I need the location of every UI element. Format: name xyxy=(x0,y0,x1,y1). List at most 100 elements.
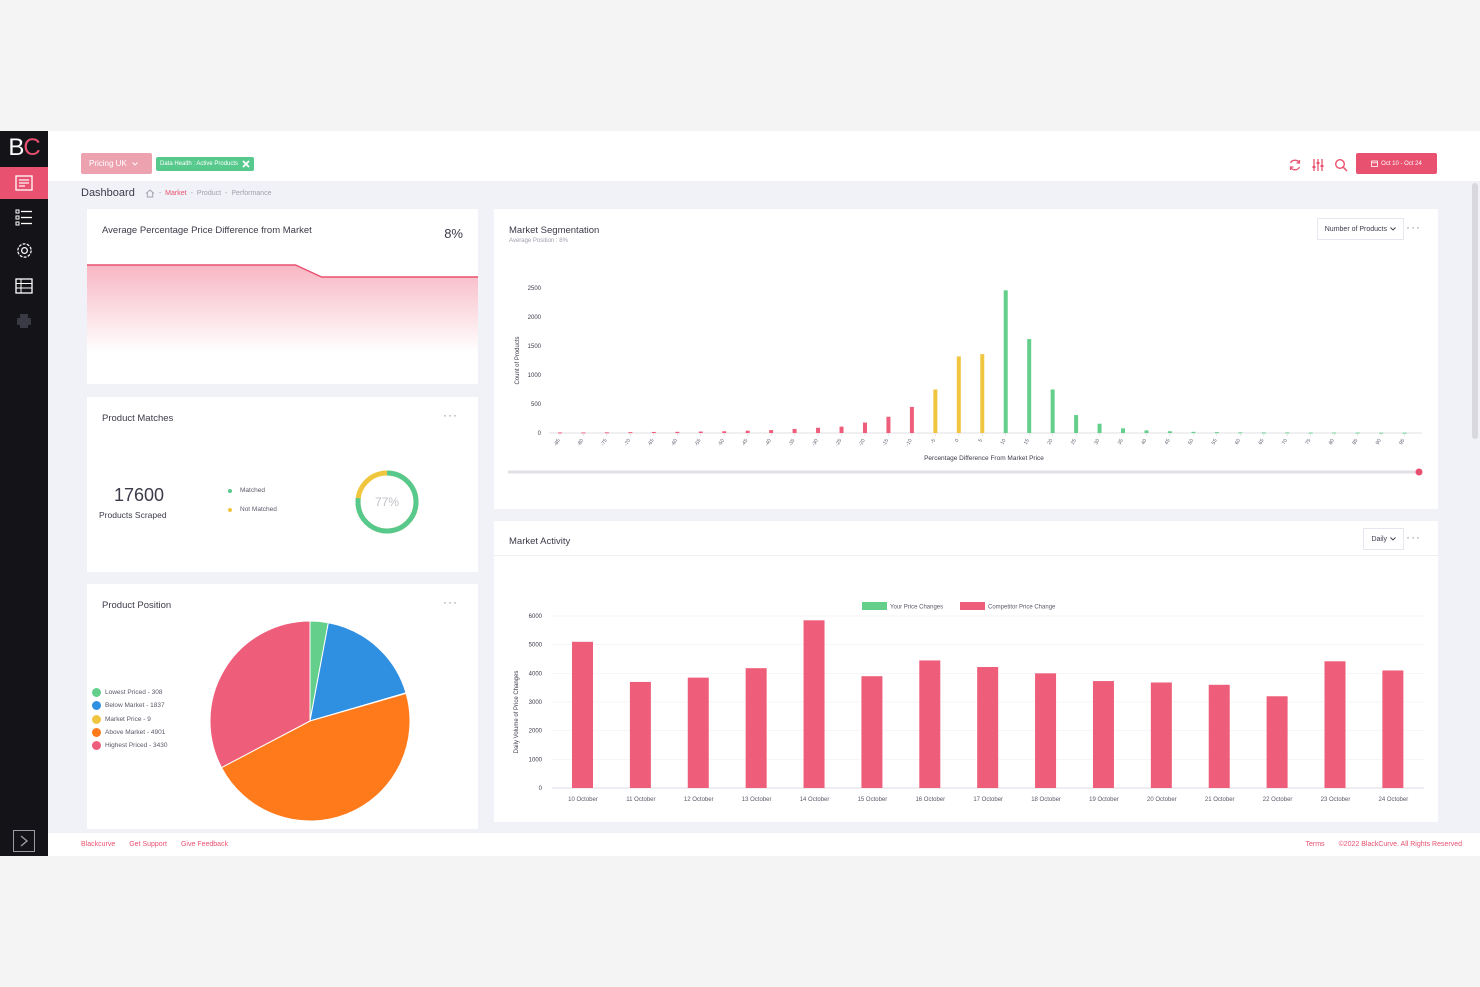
act-bar[interactable] xyxy=(745,668,767,788)
footer-link-blackcurve[interactable]: Blackcurve xyxy=(81,841,116,848)
seg-bar[interactable] xyxy=(980,354,985,433)
act-bar[interactable] xyxy=(1266,696,1288,788)
sidebar-item-table[interactable] xyxy=(0,270,48,302)
table-icon xyxy=(15,278,33,294)
footer-link-terms[interactable]: Terms xyxy=(1305,841,1325,848)
seg-y-tick: 500 xyxy=(531,402,542,408)
activity-dropdown-label: Daily xyxy=(1371,535,1387,543)
seg-bar[interactable] xyxy=(769,430,774,433)
search-icon[interactable] xyxy=(1334,158,1348,172)
breadcrumb-performance[interactable]: Performance xyxy=(231,189,272,197)
act-x-tick: 20 October xyxy=(1147,797,1177,803)
seg-bar[interactable] xyxy=(1214,432,1219,434)
seg-bar[interactable] xyxy=(1261,432,1266,434)
pricing-selector[interactable]: Pricing UK xyxy=(81,153,152,174)
footer-link-support[interactable]: Get Support xyxy=(129,841,167,848)
pie-slice[interactable] xyxy=(209,620,311,769)
segmentation-metric-dropdown[interactable]: Number of Products xyxy=(1316,218,1404,240)
seg-bar[interactable] xyxy=(792,428,797,433)
pie-slice[interactable] xyxy=(309,622,407,722)
act-legend-swatch-competitor[interactable] xyxy=(960,602,985,610)
act-x-tick: 19 October xyxy=(1089,797,1119,803)
seg-bar[interactable] xyxy=(1097,423,1102,433)
seg-bar[interactable] xyxy=(1074,415,1079,433)
footer: Blackcurve Get Support Give Feedback Ter… xyxy=(48,833,1480,856)
sidebar-item-list[interactable] xyxy=(0,201,48,233)
sidebar-item-dashboard[interactable] xyxy=(0,167,48,199)
seg-bar[interactable] xyxy=(1027,339,1032,433)
act-bar[interactable] xyxy=(803,620,825,788)
seg-bar[interactable] xyxy=(839,426,844,433)
seg-bar[interactable] xyxy=(1191,431,1196,433)
seg-bar[interactable] xyxy=(698,431,703,433)
segmentation-menu-button[interactable]: ··· xyxy=(1406,220,1421,234)
act-bar[interactable] xyxy=(1150,682,1172,788)
act-bar[interactable] xyxy=(1092,681,1114,788)
breadcrumb-market[interactable]: Market xyxy=(165,189,187,197)
seg-bar[interactable] xyxy=(1121,428,1126,433)
seg-bar[interactable] xyxy=(933,389,938,434)
act-bar[interactable] xyxy=(1324,661,1346,788)
seg-bar[interactable] xyxy=(886,416,891,433)
act-bar[interactable] xyxy=(1035,673,1057,788)
breadcrumb-product[interactable]: Product xyxy=(196,189,222,197)
pie-slice[interactable] xyxy=(220,692,411,822)
seg-bar[interactable] xyxy=(628,432,633,434)
seg-bar[interactable] xyxy=(1144,430,1149,433)
seg-bar[interactable] xyxy=(956,356,961,433)
products-scraped-count: 17600 xyxy=(114,485,165,505)
seg-bar[interactable] xyxy=(745,430,750,433)
act-bar[interactable] xyxy=(977,667,999,788)
sidebar-item-settings[interactable] xyxy=(0,234,48,266)
pie-legend-item[interactable]: Below Market - 1837 xyxy=(92,701,165,711)
act-bar[interactable] xyxy=(629,681,651,788)
seg-bar[interactable] xyxy=(604,432,609,434)
act-bar[interactable] xyxy=(1208,684,1230,788)
pie-legend-item[interactable]: Above Market - 4901 xyxy=(92,727,166,737)
act-bar[interactable] xyxy=(572,641,593,788)
seg-bar[interactable] xyxy=(722,431,727,433)
seg-bar[interactable] xyxy=(675,431,680,433)
seg-bar[interactable] xyxy=(1003,290,1008,433)
act-bar[interactable] xyxy=(861,676,883,788)
act-y-tick: 5000 xyxy=(529,643,543,649)
seg-bar[interactable] xyxy=(1050,389,1055,434)
seg-bar[interactable] xyxy=(581,432,586,434)
data-health-filter[interactable]: Data Health : Active Products xyxy=(156,157,255,171)
products-scraped-label: Products Scraped xyxy=(99,510,167,520)
pie-legend-item[interactable]: Lowest Priced - 308 xyxy=(92,688,162,697)
act-bar[interactable] xyxy=(919,660,941,788)
page-scrollbar-track[interactable] xyxy=(1471,181,1480,833)
footer-link-feedback[interactable]: Give Feedback xyxy=(180,841,229,848)
seg-bar[interactable] xyxy=(816,427,821,433)
seg-bar[interactable] xyxy=(651,431,656,433)
product-position-menu-button[interactable]: ··· xyxy=(443,595,458,609)
home-icon[interactable] xyxy=(145,188,155,198)
date-range-button[interactable]: Oct 10 - Oct 24 xyxy=(1356,153,1437,174)
seg-bar[interactable] xyxy=(558,432,562,434)
act-legend-swatch-yours[interactable] xyxy=(862,602,887,610)
pie-legend-label: Above Market - 4901 xyxy=(105,728,166,736)
act-bar[interactable] xyxy=(687,677,709,788)
seg-bar[interactable] xyxy=(1238,432,1243,434)
pie-legend-item[interactable]: Highest Priced - 3430 xyxy=(92,741,168,751)
product-matches-menu-button[interactable]: ··· xyxy=(443,408,458,422)
seg-bar[interactable] xyxy=(1167,431,1172,433)
seg-bar[interactable] xyxy=(909,406,914,433)
pie-legend-item[interactable]: Market Price - 9 xyxy=(92,714,151,724)
page-scrollbar-thumb[interactable] xyxy=(1472,183,1478,439)
seg-bar[interactable] xyxy=(1285,432,1290,434)
sidebar-item-print[interactable] xyxy=(0,305,48,337)
filter-sliders-icon[interactable] xyxy=(1311,158,1325,172)
seg-bar[interactable] xyxy=(862,422,867,433)
act-bar[interactable] xyxy=(1382,670,1404,788)
seg-range-handle[interactable] xyxy=(1415,468,1423,476)
refresh-icon[interactable] xyxy=(1288,158,1302,172)
segmentation-subtitle: Average Position : 8% xyxy=(509,238,568,244)
seg-x-tick: 5 xyxy=(977,438,984,444)
activity-menu-button[interactable]: ··· xyxy=(1406,530,1421,544)
expand-sidebar-button[interactable] xyxy=(13,830,35,852)
close-icon[interactable] xyxy=(242,160,250,168)
activity-period-dropdown[interactable]: Daily xyxy=(1363,528,1404,550)
